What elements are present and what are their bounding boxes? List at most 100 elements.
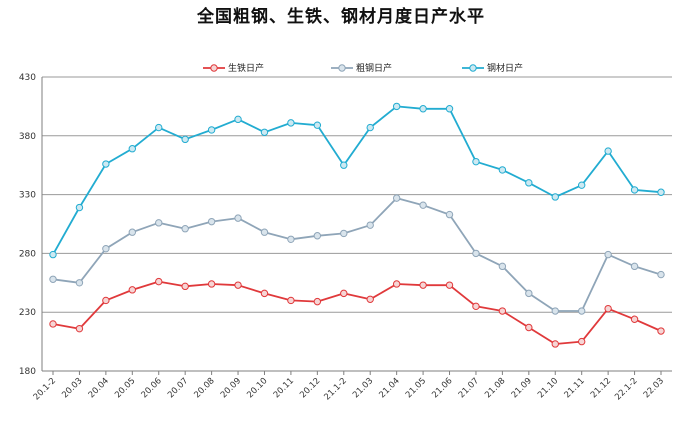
data-point bbox=[472, 249, 480, 258]
x-tick-label: 20.06 bbox=[140, 376, 164, 400]
data-point bbox=[366, 295, 374, 303]
x-tick-label: 20.12 bbox=[298, 376, 322, 400]
data-point bbox=[551, 307, 559, 315]
data-point bbox=[234, 281, 242, 289]
legend-swatch-marker bbox=[469, 64, 477, 72]
data-point bbox=[525, 289, 533, 298]
data-point bbox=[207, 126, 216, 134]
x-tick-label: 20.03 bbox=[60, 376, 84, 400]
data-point bbox=[577, 337, 586, 346]
x-tick-label: 22.1-2 bbox=[613, 376, 639, 402]
data-point bbox=[630, 186, 639, 194]
data-point bbox=[340, 161, 348, 169]
data-point bbox=[630, 262, 639, 271]
data-point bbox=[525, 323, 533, 332]
data-point bbox=[234, 115, 242, 124]
data-point bbox=[472, 302, 480, 311]
data-point bbox=[498, 262, 507, 271]
data-point bbox=[551, 340, 559, 348]
legend-label: 粗钢日产 bbox=[356, 62, 392, 74]
data-point bbox=[472, 157, 480, 166]
data-point bbox=[181, 135, 189, 144]
y-tick-label: 380 bbox=[19, 132, 36, 142]
data-point bbox=[287, 235, 295, 243]
x-tick-label: 21.08 bbox=[483, 376, 507, 400]
data-point bbox=[366, 221, 374, 229]
legend-item-2: 粗钢日产 bbox=[331, 62, 392, 74]
x-tick-label: 21.1-2 bbox=[322, 376, 348, 402]
data-point bbox=[287, 119, 295, 127]
data-point bbox=[392, 280, 401, 288]
x-tick-label: 20.07 bbox=[166, 376, 190, 400]
gridlines bbox=[42, 76, 672, 372]
data-point bbox=[260, 289, 269, 298]
chart-title: 全国粗钢、生铁、钢材月度日产水平 bbox=[197, 7, 485, 27]
data-point bbox=[445, 210, 454, 219]
data-point bbox=[260, 128, 269, 136]
x-tick-label: 21.07 bbox=[457, 376, 481, 400]
data-point bbox=[604, 304, 612, 313]
data-point bbox=[445, 281, 454, 289]
x-tick-label: 21.09 bbox=[510, 376, 534, 400]
x-tick-label: 20.05 bbox=[113, 376, 137, 400]
data-point bbox=[155, 219, 163, 227]
series-line bbox=[52, 280, 662, 345]
x-tick-label: 22.03 bbox=[642, 376, 666, 400]
data-point bbox=[313, 121, 322, 129]
data-point bbox=[630, 315, 639, 323]
x-tick-label: 21.05 bbox=[404, 376, 428, 400]
series-3 bbox=[49, 102, 665, 259]
x-tick-label: 21.11 bbox=[563, 376, 587, 400]
x-tick-label: 21.12 bbox=[589, 376, 613, 400]
data-point bbox=[313, 232, 322, 240]
y-tick-label: 430 bbox=[19, 73, 36, 83]
data-point bbox=[49, 275, 57, 283]
x-tick-label: 21.06 bbox=[430, 376, 454, 400]
data-point bbox=[577, 307, 586, 315]
series-lines bbox=[49, 102, 665, 348]
data-point bbox=[366, 123, 374, 132]
y-tick-label: 230 bbox=[19, 308, 36, 318]
data-point bbox=[155, 277, 163, 286]
series-1 bbox=[49, 277, 665, 348]
data-point bbox=[392, 194, 401, 202]
y-tick-label: 330 bbox=[19, 191, 36, 201]
legend-item-3: 钢材日产 bbox=[462, 62, 523, 74]
series-2 bbox=[49, 194, 665, 315]
data-point bbox=[604, 147, 612, 155]
x-tick-label: 21.03 bbox=[351, 376, 375, 400]
data-point bbox=[287, 296, 295, 305]
legend-item-1: 生铁日产 bbox=[203, 62, 264, 74]
data-point bbox=[445, 105, 454, 113]
legend: 生铁日产 粗钢日产 钢材日产 bbox=[203, 62, 523, 74]
data-point bbox=[525, 179, 533, 187]
data-point bbox=[313, 297, 322, 306]
data-point bbox=[102, 244, 110, 253]
data-point bbox=[49, 250, 57, 259]
data-point bbox=[498, 166, 507, 174]
data-point bbox=[155, 123, 163, 132]
data-point bbox=[102, 160, 110, 168]
data-point bbox=[181, 225, 189, 233]
y-tick-label: 280 bbox=[19, 249, 36, 259]
y-tick-label: 180 bbox=[19, 367, 36, 377]
data-point bbox=[604, 250, 612, 259]
x-tick-label: 21.10 bbox=[536, 376, 560, 400]
data-point bbox=[419, 281, 427, 289]
data-point bbox=[419, 105, 427, 113]
data-point bbox=[260, 228, 269, 236]
series-line bbox=[52, 105, 662, 256]
x-tick-label: 20.04 bbox=[87, 376, 111, 400]
data-point bbox=[657, 270, 665, 279]
data-point bbox=[657, 188, 665, 196]
data-point bbox=[181, 282, 189, 291]
x-tick-label: 21.04 bbox=[377, 376, 401, 400]
data-point bbox=[75, 203, 84, 212]
data-point bbox=[577, 181, 586, 189]
data-point bbox=[128, 145, 137, 153]
data-point bbox=[551, 193, 559, 201]
legend-label: 钢材日产 bbox=[487, 62, 523, 74]
legend-swatch-marker bbox=[210, 64, 218, 72]
